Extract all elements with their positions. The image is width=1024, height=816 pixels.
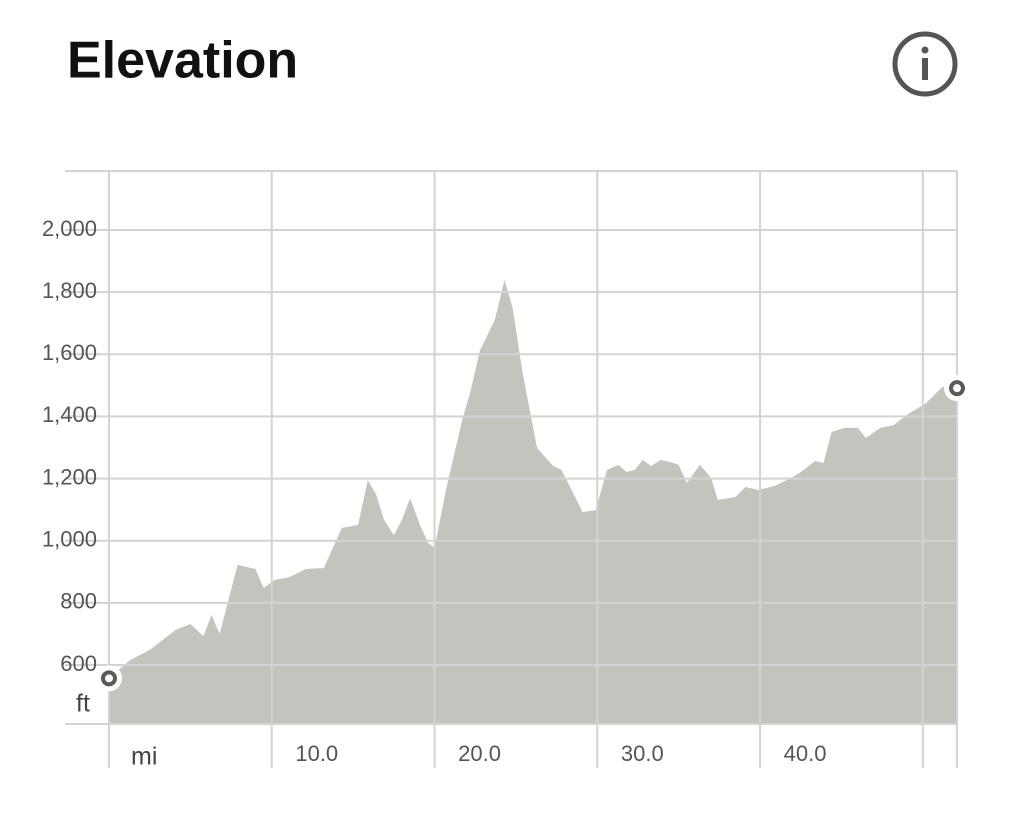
- y-tick-label: 1,800: [42, 278, 97, 303]
- x-tick-label: 30.0: [621, 741, 664, 766]
- chart-title: Elevation: [67, 32, 298, 90]
- y-tick-label: 1,400: [42, 402, 97, 427]
- x-tick-label: 40.0: [784, 741, 827, 766]
- x-tick-label: 10.0: [295, 741, 338, 766]
- info-button[interactable]: [892, 31, 958, 97]
- info-ring[interactable]: [892, 31, 958, 97]
- x-unit: mi: [131, 743, 157, 771]
- elevation-area: [109, 280, 957, 724]
- endpoint-ring: [949, 380, 965, 397]
- y-unit: ft: [76, 690, 90, 718]
- y-tick-label: 2,000: [42, 216, 97, 241]
- y-tick-label: 1,200: [42, 464, 97, 489]
- y-tick-label: 1,600: [42, 340, 97, 365]
- x-tick-label: 20.0: [458, 741, 501, 766]
- y-tick-label: 800: [60, 589, 97, 614]
- info-dot[interactable]: [921, 46, 929, 54]
- y-tick-label: 1,000: [42, 527, 97, 552]
- endpoint-ring: [101, 670, 117, 687]
- y-tick-label: 600: [60, 651, 97, 676]
- info-stem[interactable]: [922, 58, 928, 80]
